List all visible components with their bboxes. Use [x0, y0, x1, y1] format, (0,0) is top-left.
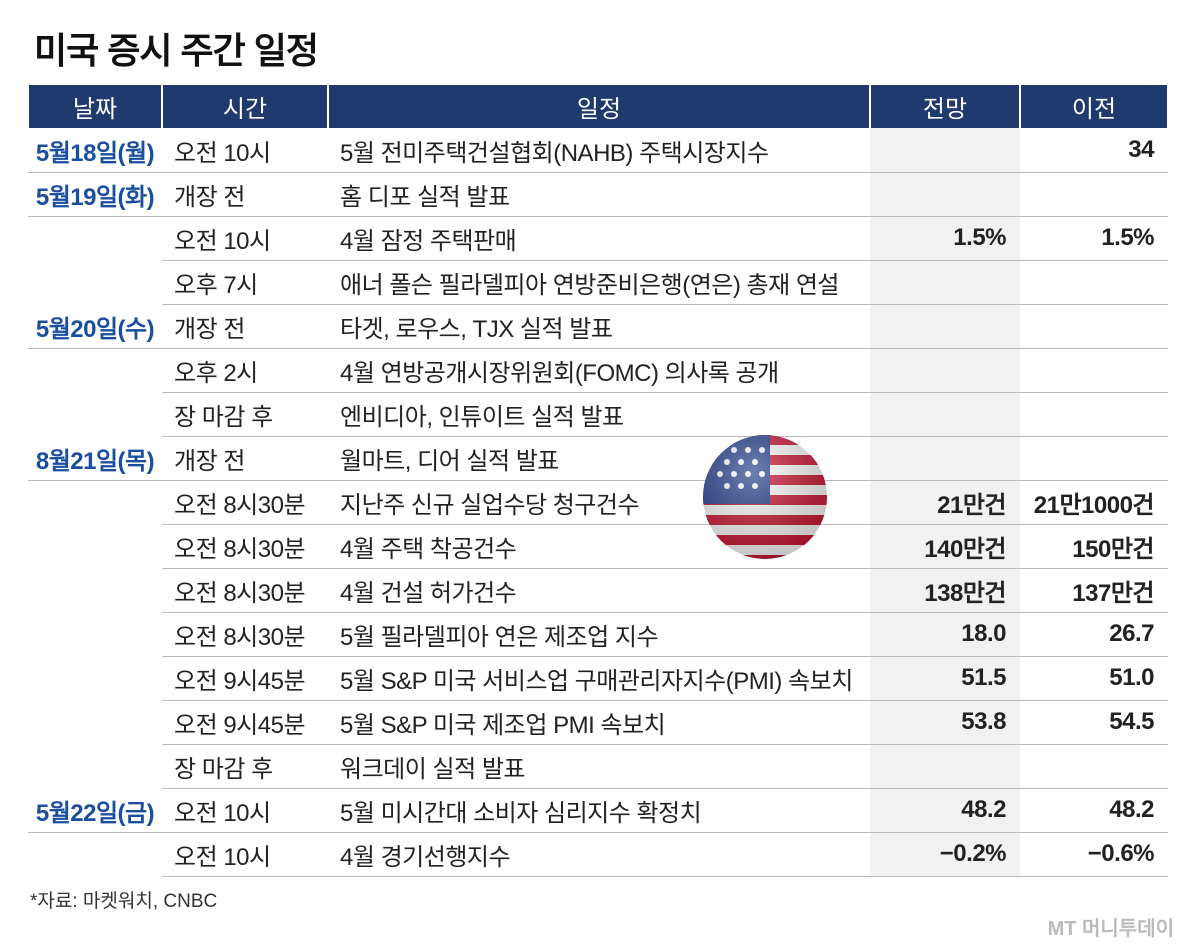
time-cell: 오전 9시45분: [174, 667, 306, 695]
date-cell: 8월21일(목): [35, 447, 155, 475]
event-cell: 5월 미시간대 소비자 심리지수 확정치: [340, 799, 702, 827]
row-divider: [162, 656, 1168, 657]
forecast-cell: −0.2%: [939, 840, 1007, 867]
event-cell: 4월 잠정 주택판매: [340, 227, 517, 255]
time-cell: 오전 8시30분: [174, 491, 306, 519]
time-cell: 오전 10시: [174, 843, 271, 871]
row-divider: [28, 172, 1168, 173]
time-cell: 장 마감 후: [174, 755, 273, 783]
previous-cell: 150만건: [1072, 535, 1154, 563]
event-cell: 5월 전미주택건설협회(NAHB) 주택시장지수: [340, 139, 769, 167]
header-cell: 이전: [1021, 85, 1167, 128]
previous-cell: 1.5%: [1101, 224, 1154, 251]
time-cell: 오전 9시45분: [174, 711, 306, 739]
time-cell: 오후 7시: [174, 271, 258, 299]
event-cell: 4월 연방공개시장위원회(FOMC) 의사록 공개: [340, 359, 779, 387]
time-cell: 오전 10시: [174, 799, 271, 827]
forecast-cell: 1.5%: [953, 224, 1006, 251]
row-divider: [28, 216, 1168, 217]
previous-cell: 34: [1128, 136, 1154, 163]
time-cell: 오전 8시30분: [174, 579, 306, 607]
previous-cell: −0.6%: [1087, 840, 1155, 867]
forecast-cell: 51.5: [961, 664, 1006, 691]
title: 미국 증시 주간 일정: [34, 30, 319, 71]
row-divider: [162, 744, 1168, 745]
date-cell: 5월22일(금): [35, 799, 155, 827]
time-cell: 오전 8시30분: [174, 623, 306, 651]
time-cell: 오전 10시: [174, 227, 271, 255]
time-cell: 오전 8시30분: [174, 535, 306, 563]
event-cell: 4월 경기선행지수: [340, 843, 511, 871]
event-cell: 4월 주택 착공건수: [340, 535, 517, 563]
previous-cell: 137만건: [1072, 579, 1154, 607]
forecast-cell: 18.0: [961, 620, 1006, 647]
previous-cell: 21만1000건: [1033, 491, 1155, 519]
time-cell: 개장 전: [174, 447, 245, 475]
row-divider: [28, 480, 1168, 481]
header-cell: 일정: [329, 85, 869, 128]
row-divider: [162, 304, 1168, 305]
row-divider: [162, 876, 1168, 877]
time-cell: 오후 2시: [174, 359, 258, 387]
date-cell: 5월19일(화): [35, 183, 155, 211]
row-divider: [162, 700, 1168, 701]
date-cell: 5월18일(월): [35, 139, 155, 167]
header-cell: 전망: [871, 85, 1019, 128]
forecast-column-shade: [870, 128, 1020, 876]
forecast-cell: 21만건: [937, 491, 1006, 519]
row-divider: [162, 260, 1168, 261]
row-divider: [162, 392, 1168, 393]
date-cell: 5월20일(수): [35, 315, 155, 343]
row-divider: [28, 348, 1168, 349]
source-note: *자료: 마켓워치, CNBC: [30, 891, 218, 912]
previous-cell: 48.2: [1109, 796, 1154, 823]
row-divider: [162, 612, 1168, 613]
previous-cell: 51.0: [1109, 664, 1154, 691]
row-divider: [28, 832, 1168, 833]
forecast-cell: 48.2: [961, 796, 1006, 823]
header-cell: 시간: [163, 85, 327, 128]
event-cell: 워크데이 실적 발표: [340, 755, 525, 783]
time-cell: 장 마감 후: [174, 403, 273, 431]
header-cell: 날짜: [29, 85, 161, 128]
forecast-cell: 140만건: [924, 535, 1006, 563]
event-cell: 엔비디아, 인튜이트 실적 발표: [340, 403, 624, 431]
forecast-cell: 53.8: [961, 708, 1006, 735]
event-cell: 5월 필라델피아 연은 제조업 지수: [340, 623, 659, 651]
event-cell: 타겟, 로우스, TJX 실적 발표: [340, 315, 613, 343]
time-cell: 개장 전: [174, 183, 245, 211]
time-cell: 개장 전: [174, 315, 245, 343]
event-cell: 지난주 신규 실업수당 청구건수: [340, 491, 640, 519]
event-cell: 월마트, 디어 실적 발표: [340, 447, 559, 475]
row-divider: [162, 524, 1168, 525]
event-cell: 홈 디포 실적 발표: [340, 183, 510, 211]
event-cell: 5월 S&P 미국 서비스업 구매관리자지수(PMI) 속보치: [340, 667, 853, 695]
time-cell: 오전 10시: [174, 139, 271, 167]
row-divider: [162, 436, 1168, 437]
event-cell: 애너 폴슨 필라델피아 연방준비은행(연은) 총재 연설: [340, 271, 840, 299]
event-cell: 4월 건설 허가건수: [340, 579, 517, 607]
previous-cell: 54.5: [1109, 708, 1154, 735]
row-divider: [162, 788, 1168, 789]
row-divider: [162, 568, 1168, 569]
watermark: MT 머니투데이: [1047, 918, 1174, 940]
forecast-cell: 138만건: [924, 579, 1006, 607]
us-flag-icon: [703, 435, 827, 559]
event-cell: 5월 S&P 미국 제조업 PMI 속보치: [340, 711, 666, 739]
previous-cell: 26.7: [1109, 620, 1154, 647]
